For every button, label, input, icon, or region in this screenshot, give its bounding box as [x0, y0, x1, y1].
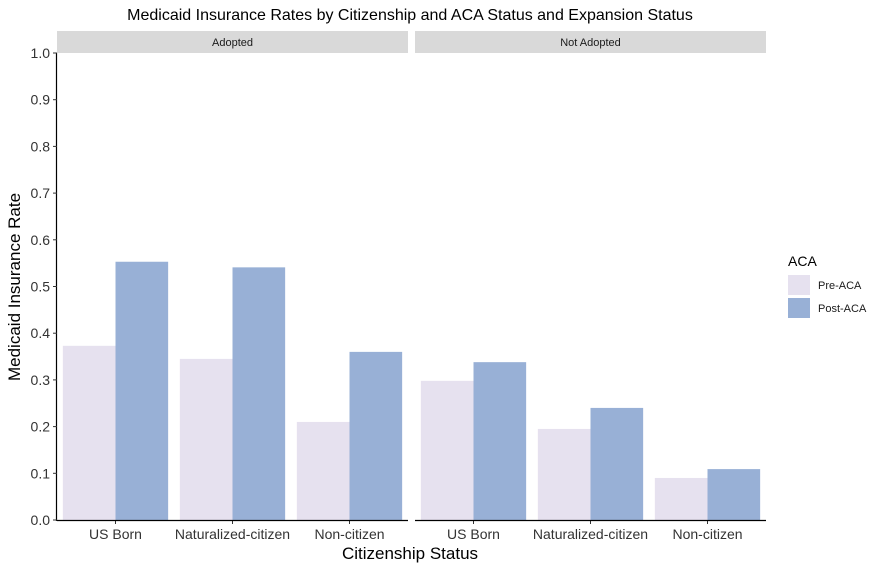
legend-title: ACA — [788, 253, 817, 269]
y-tick-label: 0.9 — [31, 92, 51, 108]
bar-pre-aca-us-born — [62, 345, 116, 520]
facet-strip — [57, 31, 408, 53]
y-tick-label: 0.7 — [31, 185, 51, 201]
facet-not-adopted: Not Adopted US Born Naturalized-citizen Non… — [415, 31, 766, 542]
x-tick-label: Non-citizen — [314, 526, 384, 542]
bar-pre-aca-naturalized-citizen — [537, 428, 591, 520]
bar-pre-aca-non-citizen — [296, 421, 350, 520]
y-tick-label: 0.8 — [31, 138, 51, 154]
legend-key-pre-aca — [788, 275, 810, 295]
x-tick-label: US Born — [89, 526, 142, 542]
facet-adopted: Adopted US Born Naturalized-citizen Non-cit… — [57, 31, 408, 542]
y-tick-label: 0.2 — [31, 419, 51, 435]
facet-strip — [415, 31, 766, 53]
bar-pre-aca-naturalized-citizen — [179, 358, 233, 520]
bar-post-aca-naturalized-citizen — [232, 267, 286, 520]
bar-pre-aca-non-citizen — [654, 477, 708, 520]
y-tick-label: 0.6 — [31, 232, 51, 248]
legend-label-post-aca: Post-ACA — [818, 303, 867, 315]
y-tick-label: 0.3 — [31, 372, 51, 388]
y-tick-label: 0.4 — [31, 325, 51, 341]
y-tick-label: 0.0 — [31, 512, 51, 528]
x-tick-label: Naturalized-citizen — [533, 526, 648, 542]
x-axis-title: Citizenship Status — [342, 544, 478, 563]
bar-post-aca-non-citizen — [349, 351, 403, 520]
y-tick-label: 1.0 — [31, 45, 51, 61]
y-axis: 0.0 0.1 0.2 0.3 0.4 0.5 0.6 0.7 0.8 0.9 1.0 — [31, 45, 58, 528]
legend-key-post-aca — [788, 298, 810, 318]
facet-strip-label: Adopted — [212, 37, 253, 49]
bar-post-aca-naturalized-citizen — [590, 407, 644, 520]
bar-post-aca-us-born — [115, 261, 169, 520]
bar-post-aca-us-born — [473, 362, 527, 520]
legend: ACA Pre-ACA Post-ACA — [788, 253, 867, 318]
x-tick-label: US Born — [447, 526, 500, 542]
bar-post-aca-non-citizen — [707, 469, 761, 520]
y-tick-label: 0.1 — [31, 465, 51, 481]
bar-pre-aca-us-born — [420, 380, 474, 520]
x-tick-label: Non-citizen — [672, 526, 742, 542]
chart-title: Medicaid Insurance Rates by Citizenship … — [127, 7, 693, 24]
x-tick-label: Naturalized-citizen — [175, 526, 290, 542]
facet-strip-label: Not Adopted — [560, 37, 621, 49]
facet-panels: Adopted US Born Naturalized-citizen Non-cit… — [57, 31, 766, 542]
y-axis-title: Medicaid Insurance Rate — [5, 193, 24, 381]
y-tick-label: 0.5 — [31, 279, 51, 295]
legend-label-pre-aca: Pre-ACA — [818, 280, 862, 292]
